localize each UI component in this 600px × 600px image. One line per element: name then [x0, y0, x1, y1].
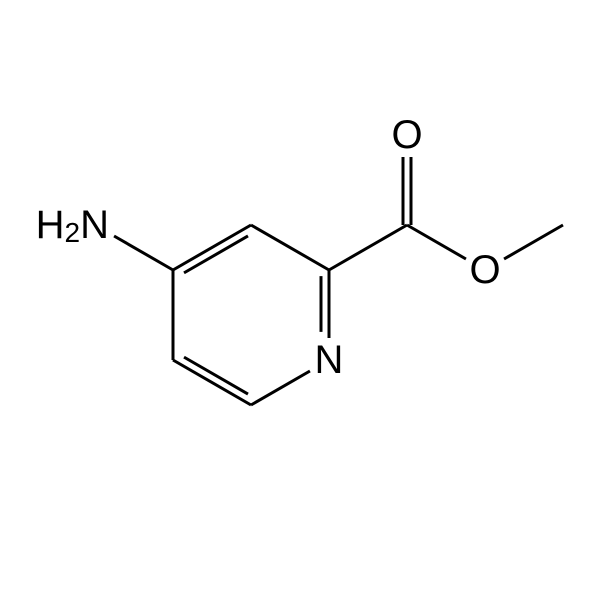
molecule-diagram: N H2N O O	[0, 0, 600, 600]
bond	[251, 371, 310, 405]
bond-ring-inner	[184, 236, 248, 273]
atom-label-r4: N	[315, 338, 344, 382]
atom-label-n_amino: H2N	[36, 203, 109, 248]
bond	[173, 360, 251, 405]
bond	[329, 225, 407, 270]
bond	[504, 225, 563, 259]
atom-label-o_sgl: O	[469, 248, 500, 292]
atom-label-o_dbl: O	[391, 113, 422, 157]
bond	[407, 225, 466, 259]
bond-ring-inner	[184, 357, 248, 394]
bond	[251, 225, 329, 270]
bond	[173, 225, 251, 270]
bond	[114, 236, 173, 270]
